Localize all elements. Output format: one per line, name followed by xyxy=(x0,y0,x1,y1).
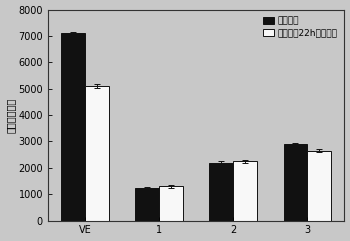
Y-axis label: 荧光发射强度: 荧光发射强度 xyxy=(6,97,15,133)
Bar xyxy=(209,162,233,221)
Bar xyxy=(159,186,183,221)
Legend: 新陆著品, 紫外照射22h后的产品: 新陆著品, 紫外照射22h后的产品 xyxy=(260,14,340,40)
Bar xyxy=(233,161,257,221)
Bar xyxy=(61,33,85,221)
Bar xyxy=(284,144,307,221)
Bar xyxy=(135,187,159,221)
Bar xyxy=(307,151,331,221)
Bar xyxy=(85,86,109,221)
